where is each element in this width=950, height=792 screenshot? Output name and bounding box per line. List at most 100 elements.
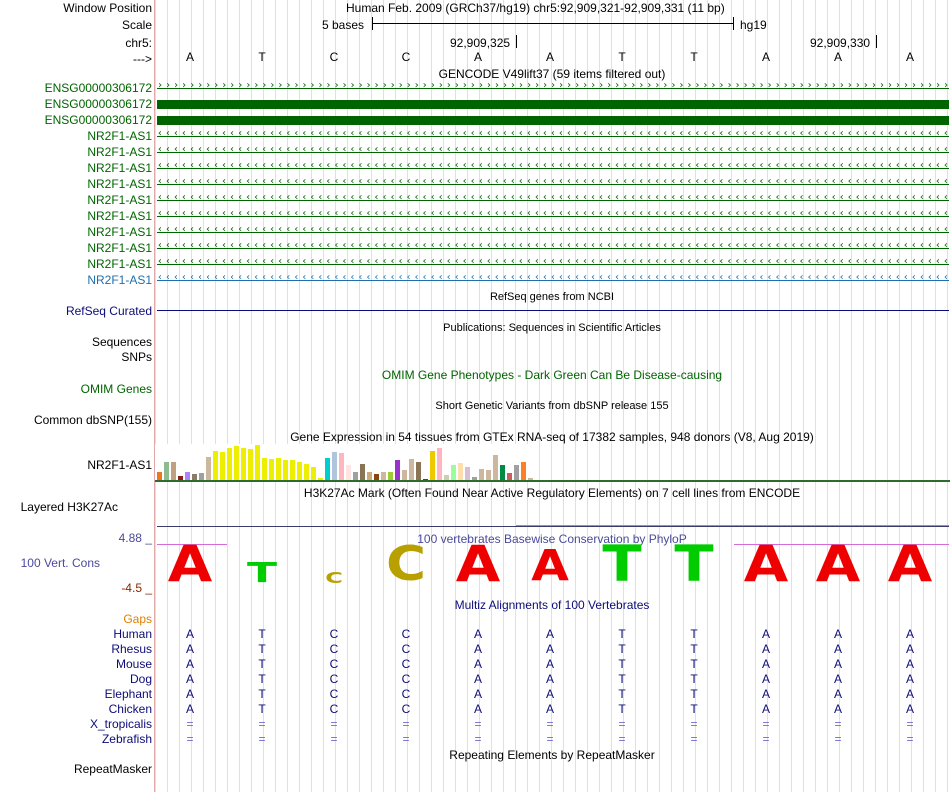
gencode-item-track[interactable]: ‹‹‹‹‹‹‹‹‹‹‹‹‹‹‹‹‹‹‹‹‹‹‹‹‹‹‹‹‹‹‹‹‹‹‹‹‹‹‹‹… xyxy=(157,272,949,284)
gtex-bar[interactable] xyxy=(199,473,204,480)
gtex-bar[interactable] xyxy=(458,463,463,480)
gencode-item-label[interactable]: ENSG00000306172 xyxy=(44,97,152,111)
gtex-bar[interactable] xyxy=(528,478,533,480)
gtex-bar[interactable] xyxy=(451,465,456,480)
species-label[interactable]: Mouse xyxy=(115,657,152,671)
sequences-label[interactable]: Sequences xyxy=(91,335,152,349)
gtex-bar[interactable] xyxy=(332,452,337,480)
species-label[interactable]: X_tropicalis xyxy=(89,717,152,731)
gtex-bar[interactable] xyxy=(178,476,183,480)
gtex-bar[interactable] xyxy=(213,451,218,480)
repeatmasker-label[interactable]: RepeatMasker xyxy=(73,762,152,776)
gencode-item-label[interactable]: ENSG00000306172 xyxy=(44,81,152,95)
species-label[interactable]: Human xyxy=(113,627,152,641)
gtex-bar[interactable] xyxy=(262,458,267,480)
gtex-bar[interactable] xyxy=(164,462,169,480)
gtex-bar[interactable] xyxy=(255,445,260,480)
gtex-bar[interactable] xyxy=(185,472,190,480)
gtex-bar[interactable] xyxy=(227,448,232,480)
gtex-bar[interactable] xyxy=(234,446,239,480)
gtex-bar[interactable] xyxy=(304,464,309,480)
gencode-item-label[interactable]: NR2F1-AS1 xyxy=(87,161,152,175)
gencode-item-track[interactable]: ‹‹‹‹‹‹‹‹‹‹‹‹‹‹‹‹‹‹‹‹‹‹‹‹‹‹‹‹‹‹‹‹‹‹‹‹‹‹‹‹… xyxy=(157,160,949,172)
species-label[interactable]: Dog xyxy=(129,672,152,686)
gencode-item-label[interactable]: NR2F1-AS1 xyxy=(87,241,152,255)
gtex-bar[interactable] xyxy=(500,465,505,480)
refseq-label[interactable]: RefSeq Curated xyxy=(65,304,152,318)
gencode-item-label[interactable]: NR2F1-AS1 xyxy=(87,225,152,239)
gencode-item-label[interactable]: NR2F1-AS1 xyxy=(87,177,152,191)
phylop-label[interactable]: 100 Vert. Cons xyxy=(20,556,100,570)
gtex-bar[interactable] xyxy=(325,458,330,480)
gtex-bar[interactable] xyxy=(514,465,519,480)
gtex-bar[interactable] xyxy=(367,472,372,480)
gtex-bar[interactable] xyxy=(374,474,379,480)
gencode-item-label[interactable]: NR2F1-AS1 xyxy=(87,193,152,207)
gtex-bar[interactable] xyxy=(381,472,386,480)
gencode-item-label[interactable]: NR2F1-AS1 xyxy=(87,145,152,159)
gencode-item-track[interactable] xyxy=(157,100,949,109)
snps-label[interactable]: SNPs xyxy=(121,350,152,364)
gtex-bar[interactable] xyxy=(423,479,428,480)
gtex-bar[interactable] xyxy=(388,472,393,480)
gencode-item-label[interactable]: NR2F1-AS1 xyxy=(87,129,152,143)
gtex-bar[interactable] xyxy=(269,459,274,480)
gtex-bar[interactable] xyxy=(339,453,344,480)
gtex-bar[interactable] xyxy=(437,448,442,480)
species-label[interactable]: Elephant xyxy=(104,687,152,701)
h3k27ac-label[interactable]: Layered H3K27Ac xyxy=(20,500,118,514)
gtex-bar[interactable] xyxy=(465,467,470,480)
gencode-item-label[interactable]: ENSG00000306172 xyxy=(44,113,152,127)
gtex-gene-label[interactable]: NR2F1-AS1 xyxy=(87,458,152,472)
gtex-bar[interactable] xyxy=(395,460,400,480)
gencode-item-track[interactable]: ‹‹‹‹‹‹‹‹‹‹‹‹‹‹‹‹‹‹‹‹‹‹‹‹‹‹‹‹‹‹‹‹‹‹‹‹‹‹‹‹… xyxy=(157,256,949,268)
gtex-bar[interactable] xyxy=(444,475,449,480)
gtex-bar[interactable] xyxy=(409,459,414,480)
gtex-bar[interactable] xyxy=(276,458,281,480)
gencode-item-track[interactable]: ‹‹‹‹‹‹‹‹‹‹‹‹‹‹‹‹‹‹‹‹‹‹‹‹‹‹‹‹‹‹‹‹‹‹‹‹‹‹‹‹… xyxy=(157,224,949,236)
gtex-bar[interactable] xyxy=(248,449,253,480)
gtex-bar[interactable] xyxy=(157,472,162,480)
gtex-bar[interactable] xyxy=(241,448,246,480)
gencode-item-track[interactable] xyxy=(157,116,949,125)
species-label[interactable]: Chicken xyxy=(108,702,152,716)
gtex-bar[interactable] xyxy=(486,470,491,480)
gtex-bar[interactable] xyxy=(318,478,323,480)
gtex-bar[interactable] xyxy=(220,452,225,480)
assembly-position-text[interactable]: Human Feb. 2009 (GRCh37/hg19) chr5:92,90… xyxy=(346,1,725,15)
gencode-item-track[interactable]: ‹‹‹‹‹‹‹‹‹‹‹‹‹‹‹‹‹‹‹‹‹‹‹‹‹‹‹‹‹‹‹‹‹‹‹‹‹‹‹‹… xyxy=(157,176,949,188)
gencode-item-track[interactable]: ››››››››››››››››››››››››››››››››››››››››… xyxy=(157,80,949,92)
dbsnp-label[interactable]: Common dbSNP(155) xyxy=(33,413,152,427)
gtex-bar[interactable] xyxy=(311,467,316,480)
species-label[interactable]: Rhesus xyxy=(111,642,152,656)
gtex-bar[interactable] xyxy=(479,469,484,480)
gtex-bar[interactable] xyxy=(353,472,358,480)
gtex-bar[interactable] xyxy=(290,460,295,480)
gtex-bar[interactable] xyxy=(297,462,302,480)
gtex-bar-chart[interactable] xyxy=(155,444,535,480)
gtex-bar[interactable] xyxy=(360,464,365,480)
refseq-line[interactable] xyxy=(157,310,949,311)
gtex-bar[interactable] xyxy=(430,451,435,480)
gtex-bar[interactable] xyxy=(171,462,176,480)
gtex-bar[interactable] xyxy=(192,474,197,480)
species-label[interactable]: Zebrafish xyxy=(101,732,152,746)
gtex-bar[interactable] xyxy=(402,470,407,480)
gencode-item-label[interactable]: NR2F1-AS1 xyxy=(87,209,152,223)
gtex-bar[interactable] xyxy=(472,477,477,480)
gencode-item-track[interactable]: ‹‹‹‹‹‹‹‹‹‹‹‹‹‹‹‹‹‹‹‹‹‹‹‹‹‹‹‹‹‹‹‹‹‹‹‹‹‹‹‹… xyxy=(157,192,949,204)
omim-label[interactable]: OMIM Genes xyxy=(80,382,152,396)
gtex-bar[interactable] xyxy=(346,465,351,480)
gencode-item-label[interactable]: NR2F1-AS1 xyxy=(87,257,152,271)
label-divider[interactable] xyxy=(154,0,155,792)
gencode-item-track[interactable]: ‹‹‹‹‹‹‹‹‹‹‹‹‹‹‹‹‹‹‹‹‹‹‹‹‹‹‹‹‹‹‹‹‹‹‹‹‹‹‹‹… xyxy=(157,144,949,156)
gtex-bar[interactable] xyxy=(493,455,498,480)
gtex-bar[interactable] xyxy=(416,462,421,480)
gencode-item-track[interactable]: ‹‹‹‹‹‹‹‹‹‹‹‹‹‹‹‹‹‹‹‹‹‹‹‹‹‹‹‹‹‹‹‹‹‹‹‹‹‹‹‹… xyxy=(157,240,949,252)
gencode-item-label[interactable]: NR2F1-AS1 xyxy=(87,273,152,287)
gtex-bar[interactable] xyxy=(507,473,512,480)
gtex-bar[interactable] xyxy=(521,462,526,480)
gencode-item-track[interactable]: ‹‹‹‹‹‹‹‹‹‹‹‹‹‹‹‹‹‹‹‹‹‹‹‹‹‹‹‹‹‹‹‹‹‹‹‹‹‹‹‹… xyxy=(157,128,949,140)
gtex-bar[interactable] xyxy=(206,457,211,480)
gencode-item-track[interactable]: ‹‹‹‹‹‹‹‹‹‹‹‹‹‹‹‹‹‹‹‹‹‹‹‹‹‹‹‹‹‹‹‹‹‹‹‹‹‹‹‹… xyxy=(157,208,949,220)
